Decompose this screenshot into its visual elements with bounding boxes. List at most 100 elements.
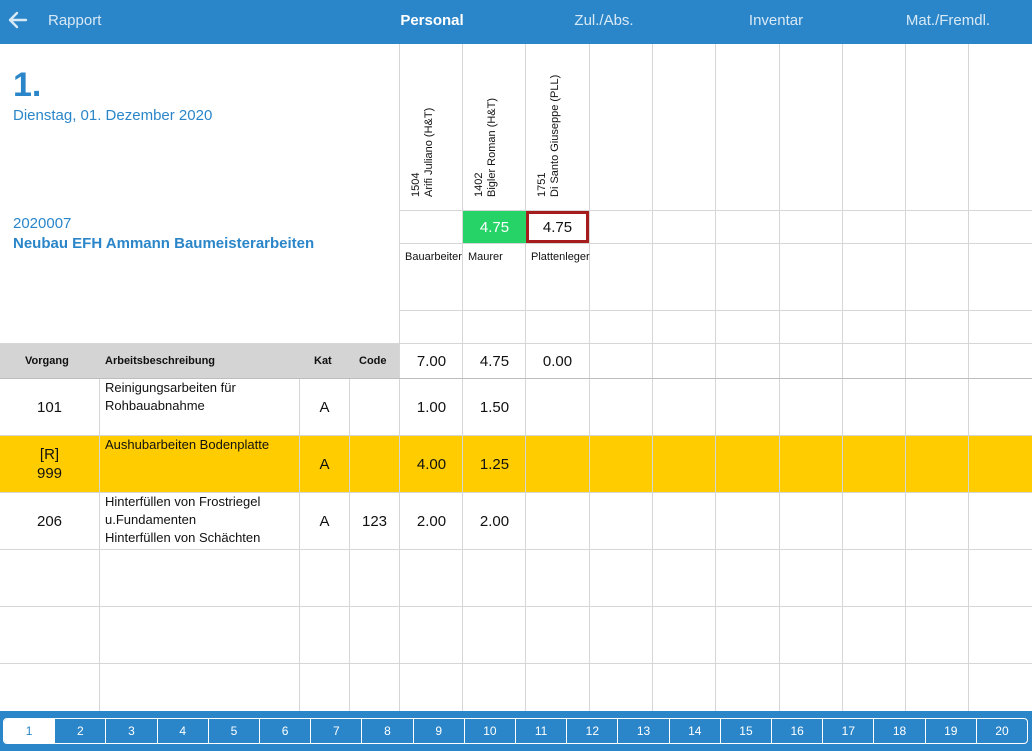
hours-cell[interactable]: 1.50 <box>479 398 510 416</box>
page-selector: 1 2 3 4 5 6 7 8 9 10 11 12 13 14 15 16 17 18 19 20 <box>3 718 1028 744</box>
vorgang-cell: [R] 999 <box>0 436 99 492</box>
employee-name: Arifi Juliano (H&T) <box>423 107 435 197</box>
column-header-kat: Kat <box>314 355 332 367</box>
description-cell: Reinigungsarbeiten für Rohbauabnahme <box>105 379 236 415</box>
page-button-4[interactable]: 4 <box>158 719 209 743</box>
grid-line <box>968 44 969 711</box>
description-line: Rohbauabnahme <box>105 398 205 413</box>
page-button-12[interactable]: 12 <box>567 719 619 743</box>
employee-total: 4.75 <box>479 352 510 370</box>
page-button-19[interactable]: 19 <box>926 719 977 743</box>
description-line: Reinigungsarbeiten für <box>105 380 236 395</box>
grid-line <box>0 343 1032 344</box>
kat-cell: A <box>319 398 330 416</box>
hours-cell[interactable]: 2.00 <box>479 512 510 530</box>
kat-cell: A <box>319 455 330 473</box>
page-button-20[interactable]: 20 <box>995 724 1009 738</box>
hours-cell[interactable]: 1.00 <box>416 398 447 416</box>
employee-role: Plattenleger <box>531 251 590 263</box>
tab-personal[interactable]: Personal <box>400 12 464 29</box>
grid-line <box>349 344 350 711</box>
employee-header[interactable]: 1504 Arifi Juliano (H&T) <box>400 45 463 211</box>
employee-number: 1504 <box>410 172 422 197</box>
page-button-17[interactable]: 17 <box>823 719 875 743</box>
page-button-5[interactable]: 5 <box>209 719 261 743</box>
column-header-vorgang: Vorgang <box>25 355 69 367</box>
code-cell: 123 <box>361 512 388 530</box>
grid-line <box>905 44 906 711</box>
description-line: Hinterfüllen von Frostriegel <box>105 494 261 509</box>
column-header-arbeitsbeschreibung: Arbeitsbeschreibung <box>105 355 216 367</box>
table-header <box>0 344 399 378</box>
page-button-6[interactable]: 6 <box>260 719 312 743</box>
column-header-code: Code <box>359 355 387 367</box>
page-bar: 1 2 3 4 5 6 7 8 9 10 11 12 13 14 15 16 17 18 19 20 <box>0 711 1032 751</box>
project-number: 2020007 <box>13 215 72 232</box>
page-button-8[interactable]: 8 <box>362 719 414 743</box>
grid-line <box>842 44 843 711</box>
employee-hours-cell-selected[interactable]: 4.75 <box>526 211 589 243</box>
grid-line <box>399 210 1032 211</box>
grid-line <box>399 44 400 711</box>
grid-line <box>0 606 1032 607</box>
description-cell: Aushubarbeiten Bodenplatte <box>105 436 269 454</box>
page-button-3[interactable]: 3 <box>106 719 158 743</box>
grid-line <box>589 44 590 711</box>
page-button-9[interactable]: 9 <box>414 719 465 743</box>
page-button-13[interactable]: 13 <box>618 719 670 743</box>
description-line: Hinterfüllen von Schächten <box>105 530 261 545</box>
tab-inventar[interactable]: Inventar <box>748 12 804 29</box>
vorgang-cell: 101 <box>36 398 63 416</box>
employee-total: 7.00 <box>416 352 447 370</box>
kat-cell: A <box>319 512 330 530</box>
employee-role: Bauarbeiter <box>405 251 462 263</box>
tab-mat-fremdl[interactable]: Mat./Fremdl. <box>905 12 991 29</box>
day-number: 1. <box>13 66 42 104</box>
employee-name: Bigler Roman (H&T) <box>486 97 498 197</box>
top-navigation-bar: Rapport Personal Zul./Abs. Inventar Mat.… <box>0 0 1032 44</box>
tab-zul-abs[interactable]: Zul./Abs. <box>574 12 634 29</box>
grid-line <box>99 378 100 711</box>
code-cell <box>350 436 399 492</box>
back-button-label[interactable]: Rapport <box>48 12 102 29</box>
page-button-15[interactable]: 15 <box>721 719 773 743</box>
grid-line <box>652 44 653 711</box>
grid-line <box>0 492 1032 493</box>
hours-cell[interactable]: 2.00 <box>416 512 447 530</box>
grid-line <box>779 44 780 711</box>
project-name: Neubau EFH Ammann Baumeisterarbeiten <box>13 235 315 252</box>
employee-header[interactable]: 1402 Bigler Roman (H&T) <box>463 45 526 211</box>
employee-hours-cell[interactable]: 4.75 <box>463 211 526 243</box>
employee-header[interactable]: 1751 Di Santo Giuseppe (PLL) <box>526 45 589 211</box>
page-button-14[interactable]: 14 <box>670 719 721 743</box>
date-label: Dienstag, 01. Dezember 2020 <box>13 107 213 124</box>
employee-name: Di Santo Giuseppe (PLL) <box>549 74 561 197</box>
page-button-1[interactable]: 1 <box>4 719 56 743</box>
employee-number: 1751 <box>536 172 548 197</box>
grid-line <box>399 310 1032 311</box>
employee-number: 1402 <box>473 172 485 197</box>
grid-line <box>715 44 716 711</box>
grid-line <box>462 44 463 711</box>
page-button-16[interactable]: 16 <box>772 719 824 743</box>
employee-hours-cell[interactable] <box>400 211 463 243</box>
vorgang-cell: 206 <box>36 512 63 530</box>
page-button-2[interactable]: 2 <box>55 719 107 743</box>
description-cell: Hinterfüllen von Frostriegel u.Fundament… <box>105 493 260 547</box>
grid-line <box>0 663 1032 664</box>
description-line: u.Fundamenten <box>105 512 197 527</box>
page-button-10[interactable]: 10 <box>465 719 517 743</box>
employee-role: Maurer <box>468 251 503 263</box>
grid-line <box>299 344 300 711</box>
grid-line <box>0 549 1032 550</box>
description-line: Aushubarbeiten Bodenplatte <box>105 437 270 452</box>
page-button-7[interactable]: 7 <box>311 719 363 743</box>
hours-cell[interactable]: 1.25 <box>479 455 510 473</box>
code-cell <box>350 379 399 435</box>
hours-cell[interactable]: 4.00 <box>416 455 447 473</box>
page-button-18[interactable]: 18 <box>874 719 926 743</box>
back-arrow-icon[interactable] <box>6 8 34 34</box>
grid-line <box>0 435 1032 436</box>
table-row-highlight <box>0 436 1032 492</box>
page-button-11[interactable]: 11 <box>516 719 568 743</box>
